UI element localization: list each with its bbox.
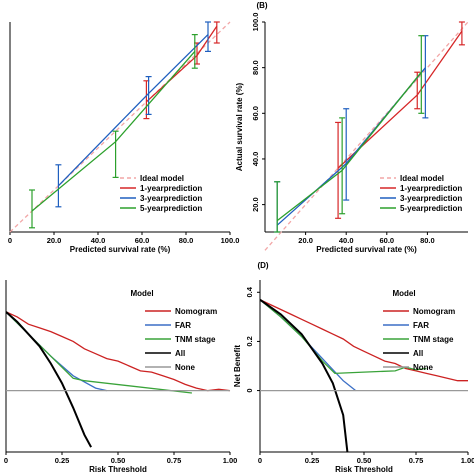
x-tick-label: 20.0 (47, 236, 62, 245)
x-tick-label: 60.0 (135, 236, 150, 245)
y-tick-label: 80.0 (251, 60, 260, 75)
panel-3: (D) 0 0.25 0.50 0.75 1.00 Risk Threshold 0 0.2 0.… (233, 261, 474, 474)
x-tick-label: 0.75 (167, 456, 182, 465)
legend-label: None (413, 363, 434, 372)
x-tick-label: 80.0 (179, 236, 194, 245)
legend-label: All (175, 349, 185, 358)
series-line-0 (5, 311, 231, 392)
legend-label: TNM stage (175, 335, 216, 344)
y-tick-label: 0.4 (245, 286, 254, 297)
x-axis-label: Risk Threshold (89, 465, 147, 474)
legend-label: None (175, 363, 196, 372)
legend-label: 3-yearprediction (400, 194, 462, 203)
legend-label: Ideal model (400, 174, 444, 183)
y-tick-label: 20.0 (251, 197, 260, 212)
x-tick-label: 0 (258, 456, 262, 465)
legend-title: Model (392, 289, 415, 298)
legend-label: Nomogram (175, 307, 217, 316)
x-tick-label: 0.75 (409, 456, 424, 465)
y-tick-label: 0 (245, 388, 254, 392)
legend-label: FAR (175, 321, 191, 330)
y-axis-label: Actual survival rate (%) (235, 82, 244, 171)
y-tick-label: 40.0 (251, 152, 260, 167)
x-tick-label: 0.50 (357, 456, 372, 465)
x-tick-label: 20.0 (298, 236, 313, 245)
x-tick-label: 0.50 (111, 456, 126, 465)
series-line-0 (9, 21, 231, 233)
series-line-1 (259, 299, 357, 392)
x-axis-label: Risk Threshold (335, 465, 393, 474)
y-tick-label: 100.0 (251, 13, 260, 32)
x-tick-label: 0.25 (305, 456, 320, 465)
y-tick-label: 0.2 (245, 336, 254, 346)
x-tick-label: 60.0 (379, 236, 394, 245)
y-axis-label: Net Benefit (233, 345, 242, 388)
series-line-3 (5, 311, 92, 448)
panel-2: 0 0.25 0.50 0.75 1.00 Risk Threshold Model Nomo… (4, 280, 237, 474)
legend-label: Ideal model (140, 174, 184, 183)
x-axis-label: Predicted survival rate (%) (70, 245, 171, 254)
legend-label: 5-yearprediction (400, 204, 462, 213)
x-tick-label: 1.00 (461, 456, 474, 465)
y-tick-label: 60.0 (251, 106, 260, 121)
x-tick-label: 40.0 (91, 236, 106, 245)
x-tick-label: 1.00 (223, 456, 238, 465)
legend-label: TNM stage (413, 335, 454, 344)
series-line-2 (57, 34, 209, 187)
legend-label: All (413, 349, 423, 358)
legend-title: Model (130, 289, 153, 298)
legend-label: 1-yearprediction (140, 184, 202, 193)
x-tick-label: 80.0 (420, 236, 435, 245)
x-tick-label: 40.0 (339, 236, 354, 245)
series-line-2 (259, 299, 427, 375)
panel-label: (D) (257, 261, 268, 270)
legend-label: Nomogram (413, 307, 455, 316)
x-tick-label: 100.0 (221, 236, 240, 245)
series-line-1 (5, 311, 107, 392)
series-line-1 (145, 25, 218, 103)
panel-label: (B) (256, 1, 267, 10)
x-tick-label: 0.25 (55, 456, 70, 465)
legend-label: 5-yearprediction (140, 204, 202, 213)
legend-label: 1-yearprediction (400, 184, 462, 193)
x-tick-label: 0 (4, 456, 8, 465)
series-line-3 (259, 298, 349, 453)
series-line-0 (259, 299, 468, 382)
x-axis-label: Predicted survival rate (%) (316, 245, 417, 254)
series-line-0 (264, 21, 469, 251)
x-tick-label: 0 (8, 236, 12, 245)
legend-label: FAR (413, 321, 429, 330)
legend-label: 3-yearprediction (140, 194, 202, 203)
panel-0: 0 20.0 40.0 60.0 80.0 100.0 Predicted survival… (8, 21, 240, 254)
